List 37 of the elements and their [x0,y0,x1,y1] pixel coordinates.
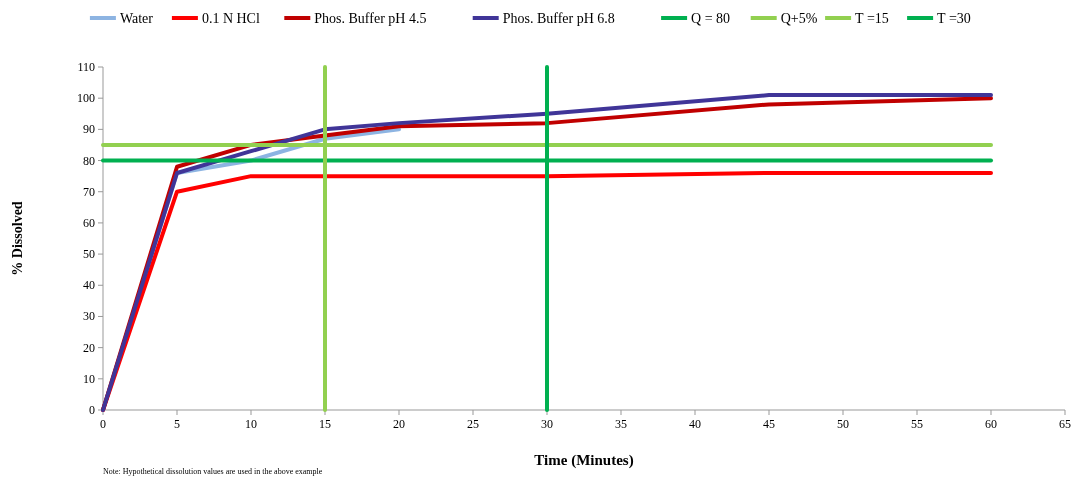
y-tick-label: 0 [89,403,95,417]
x-tick-label: 0 [100,417,106,431]
text: Note: Hypothetical dissolution values are used in the above example [103,467,323,476]
legend-label: T =15 [855,11,889,26]
y-tick-label: 110 [77,60,95,74]
x-tick-label: 20 [393,417,405,431]
x-axis-title: Time (Minutes) [534,452,634,469]
x-tick-label: 10 [245,417,257,431]
x-tick-label: 35 [615,417,627,431]
x-tick-label: 30 [541,417,553,431]
legend-label: Phos. Buffer pH 4.5 [314,11,427,26]
y-tick-label: 70 [83,184,95,199]
legend-label: Water [119,11,154,26]
x-tick-label: 55 [911,417,923,431]
x-tick-label: 50 [837,417,849,431]
legend-label: Phos. Buffer pH 6.8 [502,11,615,26]
legend-label: Q+5% [780,11,818,26]
legend-label: Q = 80 [691,11,731,26]
x-tick-label: 5 [174,417,180,431]
y-tick-label: 90 [83,122,95,137]
y-tick-label: 60 [83,215,95,230]
y-tick-label: 20 [83,340,95,355]
x-tick-label: 40 [689,417,701,431]
legend-label: T =30 [937,11,971,26]
x-tick-label: 45 [763,417,775,431]
y-axis-title: % Dissolved [10,201,25,276]
y-tick-label: 100 [77,91,95,106]
x-tick-label: 15 [319,417,331,431]
y-tick-label: 50 [83,247,95,262]
legend-label: 0.1 N HCl [201,11,260,26]
y-tick-label: 10 [83,371,95,386]
x-tick-label: 65 [1059,417,1071,431]
y-tick-label: 40 [83,278,95,293]
x-tick-label: 60 [985,417,997,431]
y-tick-label: 80 [83,153,95,168]
x-tick-label: 25 [467,417,479,431]
y-tick-label: 30 [83,309,95,324]
